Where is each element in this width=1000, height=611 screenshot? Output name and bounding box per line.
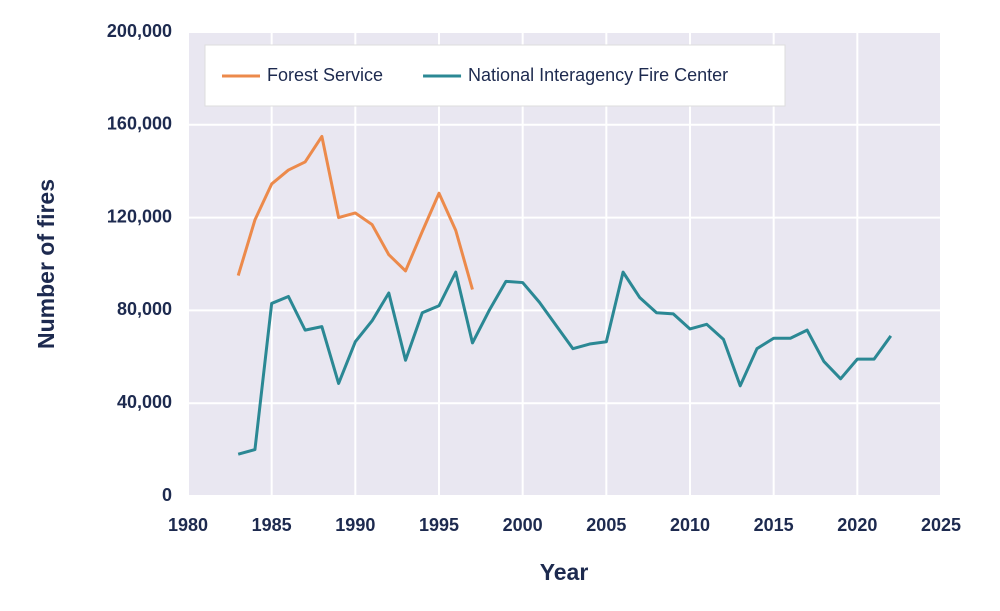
y-axis-title: Number of fires [33,179,59,349]
data-line [237,270,893,456]
x-tick-label: 2000 [503,515,543,535]
x-tick-label: 1980 [168,515,208,535]
plot-area [188,32,941,496]
x-axis-title: Year [540,559,589,585]
x-tick-label: 2015 [754,515,794,535]
y-tick-label: 80,000 [117,299,172,319]
x-tick-label: 1995 [419,515,459,535]
data-line [236,134,474,290]
legend-label: National Interagency Fire Center [468,65,728,85]
y-tick-label: 0 [162,485,172,505]
x-tick-label: 1985 [252,515,292,535]
x-tick-label: 2005 [586,515,626,535]
legend-label: Forest Service [267,65,383,85]
x-tick-label: 2020 [837,515,877,535]
y-tick-label: 120,000 [107,206,172,226]
legend-box [204,44,786,107]
x-tick-label: 2025 [921,515,961,535]
y-tick-label: 40,000 [117,392,172,412]
y-tick-label: 160,000 [107,114,172,134]
y-tick-label: 200,000 [107,21,172,41]
x-tick-label: 2010 [670,515,710,535]
x-tick-label: 1990 [335,515,375,535]
